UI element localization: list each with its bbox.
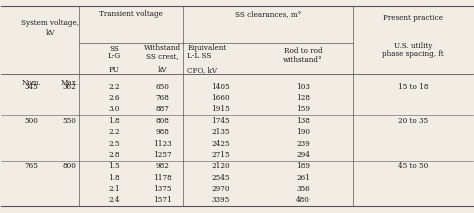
Text: 190: 190 xyxy=(296,128,310,136)
Text: 500: 500 xyxy=(25,117,38,125)
Text: Max.: Max. xyxy=(60,79,78,87)
Text: System voltage,: System voltage, xyxy=(21,19,79,27)
Text: 2715: 2715 xyxy=(211,151,229,159)
Text: phase spacing, ft: phase spacing, ft xyxy=(382,50,444,58)
Text: 294: 294 xyxy=(296,151,310,159)
Text: 1.8: 1.8 xyxy=(108,174,120,181)
Text: 3395: 3395 xyxy=(211,196,229,204)
Text: 800: 800 xyxy=(62,162,76,170)
Text: 1.5: 1.5 xyxy=(108,162,120,170)
Text: 2.4: 2.4 xyxy=(109,196,120,204)
Text: 159: 159 xyxy=(296,105,310,114)
Text: 2545: 2545 xyxy=(211,174,229,181)
Text: CFO, kV: CFO, kV xyxy=(187,66,218,74)
Text: 2.1: 2.1 xyxy=(108,185,120,193)
Text: 887: 887 xyxy=(156,105,170,114)
Text: 15 to 18: 15 to 18 xyxy=(398,83,428,91)
Text: U.S. utility: U.S. utility xyxy=(394,42,432,50)
Text: SS crest,: SS crest, xyxy=(146,52,179,60)
Text: 1745: 1745 xyxy=(211,117,229,125)
Text: 128: 128 xyxy=(296,94,310,102)
Text: 362: 362 xyxy=(63,83,76,91)
Text: Transient voltage: Transient voltage xyxy=(99,10,163,19)
Text: 356: 356 xyxy=(296,185,310,193)
Text: 2135: 2135 xyxy=(211,128,229,136)
Text: 650: 650 xyxy=(156,83,170,91)
Text: SS clearances, m°: SS clearances, m° xyxy=(235,10,301,19)
Text: 2.5: 2.5 xyxy=(109,140,120,148)
Text: 345: 345 xyxy=(25,83,38,91)
Text: Withstand: Withstand xyxy=(144,44,182,52)
Text: 808: 808 xyxy=(156,117,170,125)
Text: PU: PU xyxy=(109,66,119,74)
Text: 1405: 1405 xyxy=(211,83,229,91)
Text: 550: 550 xyxy=(62,117,76,125)
Text: withstand°: withstand° xyxy=(283,56,323,64)
Text: Equivalent: Equivalent xyxy=(187,44,227,52)
Text: kV: kV xyxy=(46,29,55,37)
Text: 1178: 1178 xyxy=(154,174,172,181)
Text: 1660: 1660 xyxy=(211,94,229,102)
Text: 2970: 2970 xyxy=(211,185,229,193)
Text: 1375: 1375 xyxy=(154,185,172,193)
Text: 2.6: 2.6 xyxy=(109,94,120,102)
Text: 2425: 2425 xyxy=(211,140,229,148)
Text: 1915: 1915 xyxy=(211,105,230,114)
Text: 138: 138 xyxy=(296,117,310,125)
Text: 189: 189 xyxy=(296,162,310,170)
Text: 1.8: 1.8 xyxy=(108,117,120,125)
Text: Present practice: Present practice xyxy=(383,14,443,22)
Text: 20 to 35: 20 to 35 xyxy=(398,117,428,125)
Text: 239: 239 xyxy=(296,140,310,148)
Text: 2.2: 2.2 xyxy=(109,128,120,136)
Text: Nom.: Nom. xyxy=(21,79,41,87)
Text: 2.8: 2.8 xyxy=(109,151,120,159)
Text: 261: 261 xyxy=(296,174,310,181)
Text: L-G: L-G xyxy=(108,52,121,60)
Text: 982: 982 xyxy=(156,162,170,170)
Text: 45 to 50: 45 to 50 xyxy=(398,162,428,170)
Text: 765: 765 xyxy=(25,162,38,170)
Text: 2120: 2120 xyxy=(211,162,229,170)
Text: Rod to rod: Rod to rod xyxy=(284,47,322,55)
Text: kV: kV xyxy=(158,66,168,74)
Text: 988: 988 xyxy=(156,128,170,136)
Text: 768: 768 xyxy=(156,94,170,102)
Text: 1257: 1257 xyxy=(154,151,172,159)
Text: 1571: 1571 xyxy=(154,196,172,204)
Text: 480: 480 xyxy=(296,196,310,204)
Text: 3.0: 3.0 xyxy=(109,105,120,114)
Text: 1123: 1123 xyxy=(154,140,172,148)
Text: L-L SS: L-L SS xyxy=(187,52,212,60)
Text: 2.2: 2.2 xyxy=(109,83,120,91)
Text: 103: 103 xyxy=(296,83,310,91)
Text: SS: SS xyxy=(109,45,119,53)
